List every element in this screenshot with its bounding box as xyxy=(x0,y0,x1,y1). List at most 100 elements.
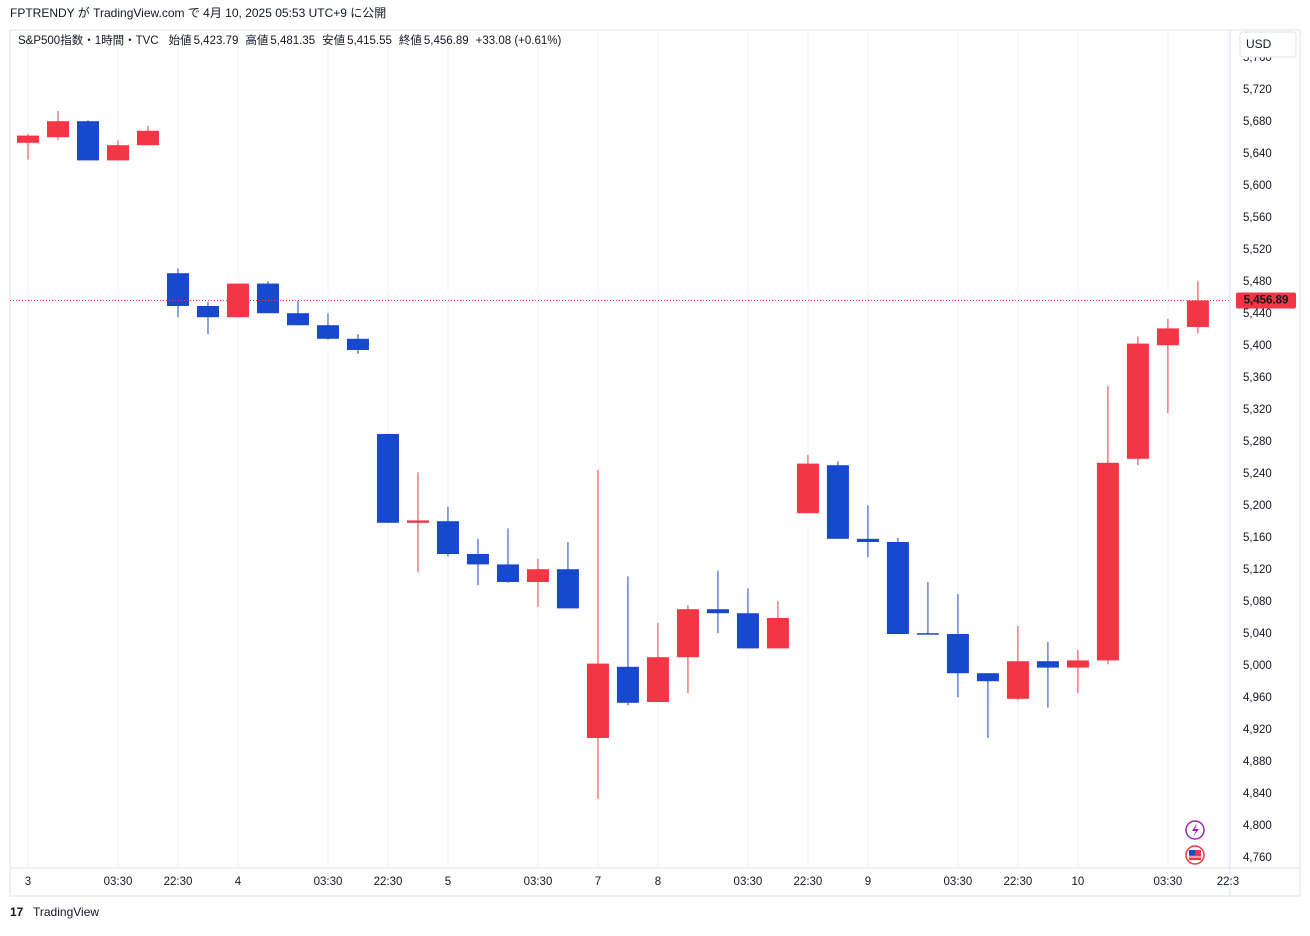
currency[interactable]: USD xyxy=(1246,37,1272,51)
candle-body xyxy=(706,609,729,614)
header: FPTRENDY が TradingView.com で 4月 10, 2025… xyxy=(10,5,386,20)
x-tick-label: 22:30 xyxy=(1004,876,1033,888)
candle-body xyxy=(916,633,939,635)
candle-body xyxy=(406,520,429,523)
x-tick-label: 10 xyxy=(1072,876,1085,888)
grid xyxy=(27,30,1229,868)
y-tick-label: 5,240 xyxy=(1243,468,1272,480)
y-tick-label: 4,800 xyxy=(1243,820,1272,832)
candle-body xyxy=(1036,661,1059,668)
candle-body xyxy=(286,313,309,326)
candle-body xyxy=(136,130,159,146)
x-tick-label: 03:30 xyxy=(944,876,973,888)
candle-body xyxy=(196,306,219,318)
y-tick-label: 5,520 xyxy=(1243,244,1272,256)
x-tick-label: 9 xyxy=(865,876,871,888)
legend-text: 始値 xyxy=(169,33,192,47)
y-tick-label: 4,760 xyxy=(1243,852,1272,864)
candle-body xyxy=(976,673,999,682)
x-tick-label: 03:30 xyxy=(1154,876,1183,888)
candle-body xyxy=(556,569,579,609)
candle-body xyxy=(1006,661,1029,699)
candle-body xyxy=(106,145,129,161)
legend-text: 5,456.89 xyxy=(424,35,469,47)
footer: TradingView xyxy=(33,905,99,919)
legend-text: 終値 xyxy=(399,33,422,47)
y-tick-label: 5,280 xyxy=(1243,436,1272,448)
y-tick-label: 4,880 xyxy=(1243,756,1272,768)
x-tick-label: 7 xyxy=(595,876,601,888)
x-tick-label: 8 xyxy=(655,876,661,888)
chart-frame xyxy=(9,29,1301,897)
y-tick-label: 5,480 xyxy=(1243,276,1272,288)
candle-body xyxy=(1156,328,1179,346)
candle-body xyxy=(586,663,609,738)
x-tick-label: 4 xyxy=(235,876,242,888)
x-tick-label: 22:30 xyxy=(164,876,193,888)
legend-text: 5,423.79 xyxy=(194,35,239,47)
x-tick-label: 03:30 xyxy=(314,876,343,888)
candle-body xyxy=(856,538,879,542)
candle-body xyxy=(826,465,849,539)
candle-body xyxy=(1126,343,1149,459)
y-tick-label: 5,680 xyxy=(1243,116,1272,128)
candle-body xyxy=(376,434,399,523)
y-tick-label: 5,600 xyxy=(1243,180,1272,192)
candle-body xyxy=(1186,300,1209,327)
y-tick-label: 5,040 xyxy=(1243,628,1272,640)
y-tick-label: 5,320 xyxy=(1243,404,1272,416)
y-tick-label: 5,640 xyxy=(1243,148,1272,160)
candle-body xyxy=(496,564,519,582)
x-tick-label: 03:30 xyxy=(734,876,763,888)
legend-text: S&P500指数・1時間・TVC xyxy=(18,33,159,47)
y-tick-label: 5,000 xyxy=(1243,660,1272,672)
y-tick-label: 4,840 xyxy=(1243,788,1272,800)
x-tick-label: 3 xyxy=(25,876,31,888)
candle-body xyxy=(1066,660,1089,668)
y-tick-label: 5,120 xyxy=(1243,564,1272,576)
candle-body xyxy=(676,609,699,658)
y-tick-label: 5,080 xyxy=(1243,596,1272,608)
legend-text: 高値 xyxy=(245,33,268,47)
candle-body xyxy=(346,338,369,350)
legend-text: 5,415.55 xyxy=(347,35,392,47)
logo-mark: 17 xyxy=(10,905,24,919)
plot xyxy=(10,110,1230,799)
candle-body xyxy=(766,618,789,649)
x-tick-label: 03:30 xyxy=(524,876,553,888)
legend-text: 5,481.35 xyxy=(270,35,315,47)
x-tick-label: 22:3 xyxy=(1217,876,1239,888)
y-tick-label: 5,160 xyxy=(1243,532,1272,544)
y-tick-label: 5,360 xyxy=(1243,372,1272,384)
lightning xyxy=(1192,823,1199,837)
candle-body xyxy=(796,463,819,514)
last-price-label: 5,456.89 xyxy=(1244,295,1289,307)
y-tick-label: 5,720 xyxy=(1243,84,1272,96)
y-tick-label: 4,920 xyxy=(1243,724,1272,736)
y-tick-label: 5,440 xyxy=(1243,308,1272,320)
legend-text: +33.08 (+0.61%) xyxy=(476,35,562,47)
currency-button[interactable] xyxy=(1239,31,1297,58)
candle-body xyxy=(256,283,279,314)
candle-body xyxy=(646,657,669,702)
candle-body xyxy=(526,569,549,582)
legend-text: 安値 xyxy=(322,33,345,47)
candle-body xyxy=(166,273,189,306)
y-tick-label: 5,560 xyxy=(1243,212,1272,224)
legend: S&P500指数・1時間・TVC 始値 5,423.79 高値 5,481.35 安値 5,… xyxy=(18,33,561,47)
candle-body xyxy=(46,121,69,138)
candle-body xyxy=(466,554,489,565)
candle-body xyxy=(16,135,39,143)
x-tick-label: 22:30 xyxy=(794,876,823,888)
y-tick-label: 4,960 xyxy=(1243,692,1272,704)
candle-body xyxy=(616,666,639,703)
x-tick-label: 22:30 xyxy=(374,876,403,888)
candle-body xyxy=(436,521,459,554)
candle-body xyxy=(226,283,249,318)
x-tick-label: 03:30 xyxy=(104,876,133,888)
y-tick-label: 5,200 xyxy=(1243,500,1272,512)
candle-body xyxy=(1096,462,1119,661)
last-price-tag xyxy=(1236,292,1296,309)
y-tick-label: 5,400 xyxy=(1243,340,1272,352)
